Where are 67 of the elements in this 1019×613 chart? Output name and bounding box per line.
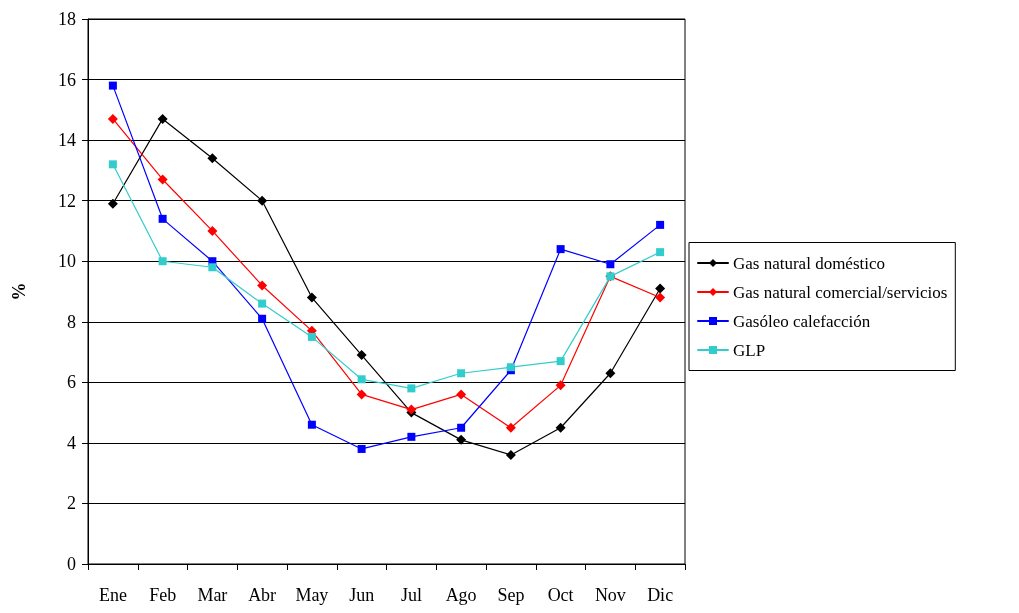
x-tick-label: Jul xyxy=(400,585,422,605)
legend-label: Gas natural doméstico xyxy=(733,253,886,273)
point xyxy=(108,81,117,90)
x-tick-label: Nov xyxy=(594,585,626,605)
point xyxy=(407,384,416,393)
x-tick-label: Dic xyxy=(647,585,674,605)
point xyxy=(357,444,366,453)
x-tick-label: May xyxy=(295,585,329,605)
x-tick-label: Mar xyxy=(197,585,228,605)
point xyxy=(357,375,366,384)
point xyxy=(107,198,118,209)
point xyxy=(208,263,217,272)
y-tick-label: 18 xyxy=(58,9,76,29)
x-tick-label: Feb xyxy=(149,585,177,605)
x-tick-label: Ene xyxy=(98,585,127,605)
y-tick-label: 0 xyxy=(67,554,76,574)
x-tick-label: Oct xyxy=(547,585,574,605)
y-axis-title: % xyxy=(9,282,29,301)
point xyxy=(456,434,467,445)
point xyxy=(656,220,665,229)
point xyxy=(556,245,565,254)
y-tick-label: 6 xyxy=(67,372,76,393)
x-tick-label: Sep xyxy=(497,585,525,605)
point xyxy=(606,260,615,269)
point xyxy=(505,450,516,460)
point xyxy=(157,113,168,124)
legend-label: Gas natural comercial/servicios xyxy=(733,282,948,302)
point xyxy=(556,357,565,366)
y-tick-label: 14 xyxy=(58,130,76,151)
y-tick-label: 8 xyxy=(67,311,76,332)
point xyxy=(207,153,218,164)
legend-label: GLP xyxy=(733,340,766,360)
point xyxy=(108,160,117,169)
point xyxy=(555,422,566,433)
point xyxy=(356,350,367,361)
y-tick-label: 10 xyxy=(58,251,76,272)
point xyxy=(158,214,167,223)
point xyxy=(257,280,268,291)
point xyxy=(605,368,616,379)
y-tick-label: 12 xyxy=(58,190,76,211)
point xyxy=(407,432,416,441)
point xyxy=(655,283,666,294)
y-tick-label: 2 xyxy=(67,493,76,514)
x-tick-label: Abr xyxy=(248,585,277,605)
point xyxy=(555,380,566,391)
x-tick-label: Ago xyxy=(445,585,477,605)
point xyxy=(456,389,467,400)
y-tick-label: 16 xyxy=(58,69,76,90)
point xyxy=(307,332,316,341)
point xyxy=(258,314,267,323)
point xyxy=(158,257,167,266)
point xyxy=(258,299,267,308)
point xyxy=(257,195,268,206)
point xyxy=(656,248,665,257)
point xyxy=(457,423,466,432)
point xyxy=(157,174,168,185)
point xyxy=(655,292,666,303)
point xyxy=(307,420,316,429)
point xyxy=(457,369,466,378)
point xyxy=(505,422,516,433)
x-tick-label: Jun xyxy=(349,585,375,605)
point xyxy=(107,113,118,124)
legend-label: Gasóleo calefacción xyxy=(733,311,871,331)
point xyxy=(306,292,317,303)
point xyxy=(207,225,218,236)
y-tick-label: 4 xyxy=(67,432,76,453)
point xyxy=(356,389,367,400)
